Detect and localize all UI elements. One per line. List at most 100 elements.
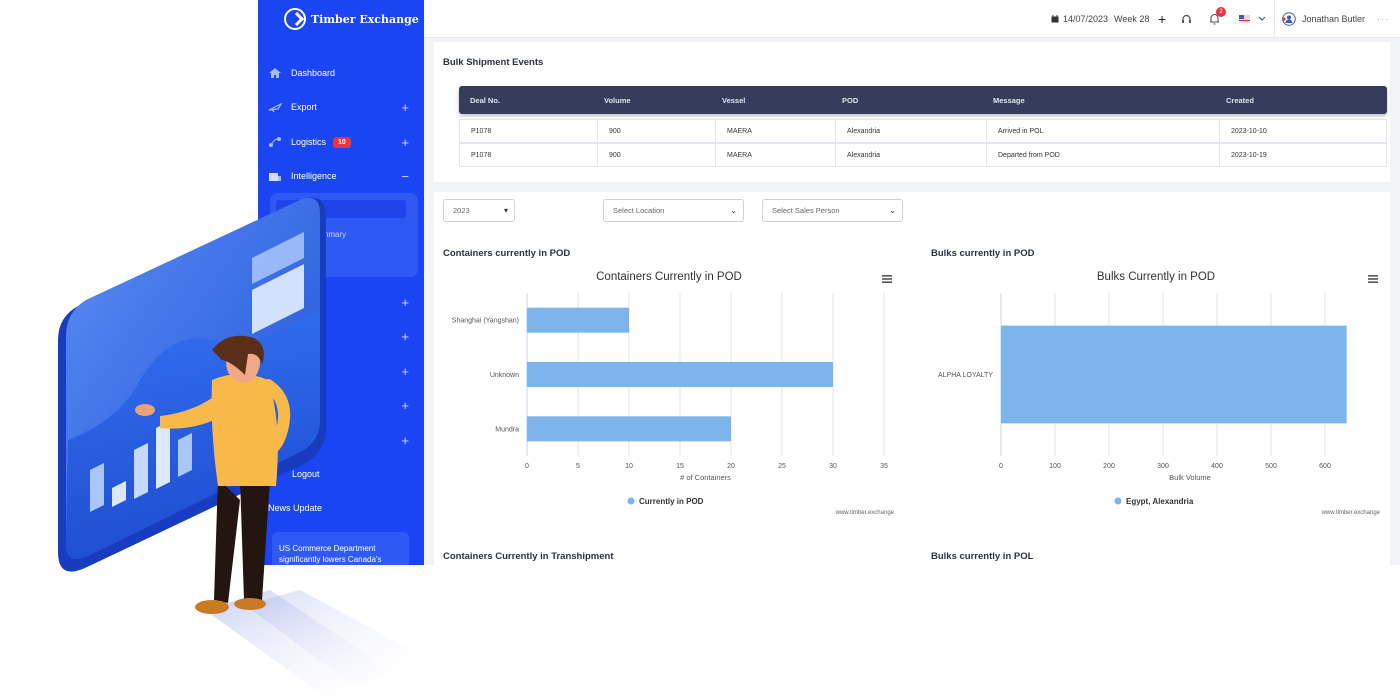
location-select-placeholder: Select Location <box>613 206 665 215</box>
x-tick-label: 200 <box>1103 463 1115 470</box>
user-avatar-icon <box>1282 12 1296 26</box>
main-content: Bulk Shipment Events Deal No. Volume Ves… <box>424 38 1400 565</box>
x-tick-label: 15 <box>676 463 684 470</box>
news-card[interactable]: US Commerce Department significantly low… <box>272 532 409 565</box>
table-row[interactable]: P1078 900 MAERA Alexandria Departed from… <box>459 143 1387 167</box>
sidebar-item-logistics[interactable]: Logistics 10 + <box>258 127 424 157</box>
table-cell: Arrived in POL <box>987 120 1220 142</box>
category-label: Unknown <box>490 372 519 379</box>
category-label: Shanghai (Yangshan) <box>452 318 519 325</box>
topbar: 14/07/2023 Week 28 + 2 Jonathan Butler ·… <box>424 0 1400 38</box>
x-tick-label: 100 <box>1049 463 1061 470</box>
menu-line <box>1368 278 1378 280</box>
expand-plus-icon[interactable]: + <box>401 99 409 115</box>
legend-label: Egypt, Alexandria <box>1126 497 1194 506</box>
more-dots-icon[interactable]: ··· <box>1377 14 1390 24</box>
user-menu[interactable]: Jonathan Butler ··· <box>1274 0 1389 38</box>
x-tick-label: 10 <box>625 463 633 470</box>
bar <box>1001 325 1347 424</box>
table-cell: 900 <box>598 144 716 166</box>
sidebar-item-dashboard[interactable]: Dashboard <box>258 58 424 88</box>
user-name: Jonathan Butler <box>1302 14 1366 24</box>
legend-item[interactable]: Currently in POD <box>627 497 704 506</box>
sidebar-item-label: Intelligence <box>291 171 337 181</box>
collapse-minus-icon[interactable]: − <box>401 168 409 184</box>
submenu-item-data[interactable]: ...a <box>315 255 327 264</box>
legend-item[interactable]: Egypt, Alexandria <box>1114 497 1194 506</box>
legend-marker <box>1114 497 1122 505</box>
sidebar-item-intelligence[interactable]: Intelligence − <box>258 161 424 191</box>
legend-marker <box>627 497 635 505</box>
location-select[interactable]: Select Location ⌄ <box>603 199 744 222</box>
year-select-value: 2023 <box>453 206 470 215</box>
menu-line <box>1368 281 1378 283</box>
table-cell: Departed from POD <box>987 144 1220 166</box>
sidebar-item-logout[interactable]: Logout <box>258 459 424 489</box>
expand-plus-icon[interactable]: + <box>401 329 409 344</box>
card-title: Bulk Shipment Events <box>443 57 544 68</box>
chart-title: Bulks Currently in POD <box>1097 271 1215 283</box>
x-tick-label: 400 <box>1211 463 1223 470</box>
category-label: Mundra <box>495 426 519 433</box>
sales-person-select[interactable]: Select Sales Person ⌄ <box>762 199 903 222</box>
table-row[interactable]: P1078 900 MAERA Alexandria Arrived in PO… <box>459 119 1387 143</box>
news-update-title: News Update <box>268 503 323 513</box>
table-cell: 2023-10-10 <box>1231 127 1267 135</box>
legend-label: Currently in POD <box>639 497 704 506</box>
notification-count: 2 <box>1216 7 1226 17</box>
brand-logo-icon <box>284 8 306 30</box>
chart-icon <box>268 170 282 182</box>
expand-plus-icon[interactable]: + <box>401 433 409 448</box>
expand-plus-icon[interactable]: + <box>401 398 409 413</box>
calendar-icon <box>1051 15 1059 23</box>
sidebar-item-label: Logout <box>292 469 320 479</box>
brand-name: Timber Exchange <box>311 12 419 26</box>
x-tick-label: 0 <box>525 463 529 470</box>
x-tick-label: 25 <box>778 463 786 470</box>
section-title: Containers Currently in Transhipment <box>443 551 614 562</box>
x-axis-title: # of Containers <box>680 473 731 482</box>
sidebar-item-label: Logistics <box>291 137 327 147</box>
section-title: Bulks currently in POL <box>931 551 1034 562</box>
home-icon <box>268 67 282 79</box>
chevron-down-icon <box>1258 16 1266 21</box>
chevron-down-icon: ⌄ <box>889 206 896 215</box>
expand-plus-icon[interactable]: + <box>401 295 409 310</box>
section-title: Containers currently in POD <box>443 248 571 259</box>
sidebar-item-export[interactable]: Export + <box>258 92 424 122</box>
x-tick-label: 500 <box>1265 463 1277 470</box>
col-header: Deal No. <box>470 96 501 105</box>
category-label: ALPHA LOYALTY <box>938 372 993 379</box>
headset-icon[interactable] <box>1181 0 1192 38</box>
sidebar-item-label: Export <box>291 102 318 112</box>
x-tick-label: 35 <box>880 463 888 470</box>
bar <box>527 416 731 442</box>
language-selector[interactable] <box>1239 0 1266 38</box>
bulks-pod-chart: Bulks Currently in POD 0 100 200 300 400 500 60… <box>938 271 1381 516</box>
intelligence-submenu: ...mmary ...a <box>270 193 418 277</box>
x-tick-label: 20 <box>727 463 735 470</box>
chart-title: Containers Currently in POD <box>596 271 742 283</box>
submenu-active-item[interactable] <box>276 200 406 218</box>
year-select[interactable]: 2023 ▾ <box>443 199 515 222</box>
bar <box>527 307 629 333</box>
notification-bell[interactable]: 2 <box>1209 0 1229 38</box>
table-cell: MAERA <box>716 120 836 142</box>
add-icon[interactable]: + <box>1158 11 1167 27</box>
expand-plus-icon[interactable]: + <box>401 364 409 379</box>
menu-line <box>882 275 892 277</box>
expand-plus-icon[interactable]: + <box>401 134 409 150</box>
containers-pod-chart: Containers Currently in POD 0 5 10 15 20 25 30 3… <box>452 271 895 516</box>
chart-menu-icon[interactable] <box>1368 275 1378 283</box>
brand[interactable]: Timber Exchange <box>258 0 424 38</box>
table-cell: Alexandria <box>836 120 987 142</box>
x-tick-label: 300 <box>1157 463 1169 470</box>
submenu-item-summary[interactable]: ...mmary <box>315 230 347 239</box>
current-week: Week 28 <box>1114 14 1150 24</box>
table-cell: Alexandria <box>836 144 987 166</box>
chart-menu-icon[interactable] <box>882 275 892 283</box>
x-tick-label: 600 <box>1319 463 1331 470</box>
col-header: Message <box>993 96 1025 105</box>
charts-card: 2023 ▾ Select Location ⌄ Select Sales Pe… <box>434 192 1390 565</box>
